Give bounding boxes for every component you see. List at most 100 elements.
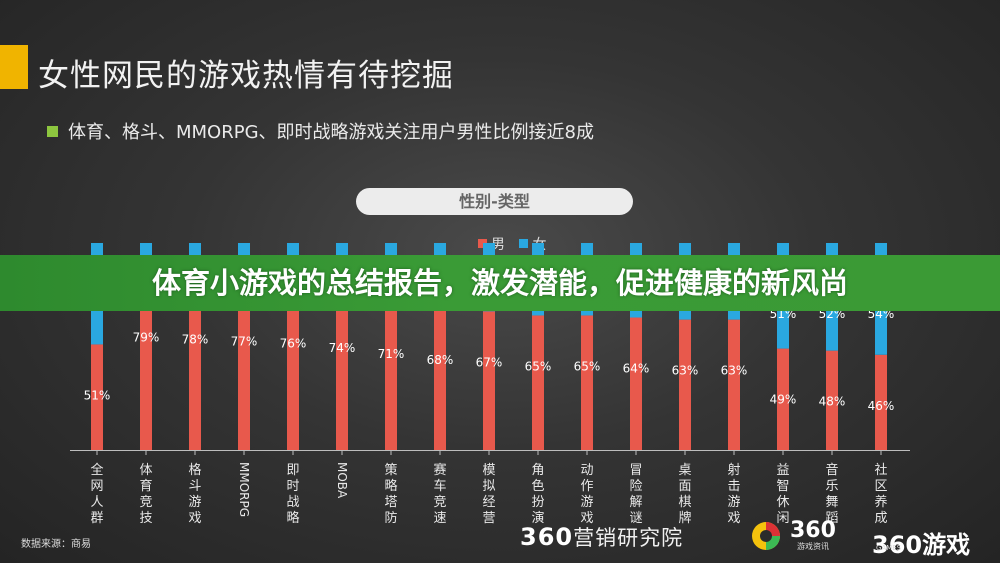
x-tick-label: 扮: [531, 495, 544, 510]
360-logo-icon: [752, 522, 780, 550]
x-tick-label: 蹈: [825, 511, 838, 526]
x-tick-label: 射: [727, 462, 740, 478]
x-tick-label: 闲: [776, 511, 789, 526]
legend-swatch-female: [519, 239, 529, 248]
x-tick-label: 戏: [727, 511, 740, 526]
x-tick-label: 速: [433, 511, 446, 526]
data-label-male: 71%: [378, 347, 405, 361]
bar-male: [679, 319, 691, 450]
legend-swatch-male: [478, 239, 487, 248]
bar-male: [532, 315, 544, 450]
data-label-male: 46%: [868, 399, 895, 413]
x-tick-label: 车: [433, 478, 446, 494]
bullet-square-icon: [47, 126, 58, 137]
bar-male: [826, 350, 838, 450]
slide-title: 女性网民的游戏热情有待挖掘: [38, 58, 454, 94]
watermark-360-research-sub: 营销研究院: [573, 526, 684, 550]
x-tick-label: 面: [678, 479, 691, 494]
data-label-male: 63%: [721, 364, 748, 378]
x-tick-label: 战: [286, 495, 299, 510]
data-label-male: 65%: [525, 359, 552, 373]
x-tick-label: 营: [482, 511, 495, 526]
watermark-360-games-sub: GAMES: [876, 544, 902, 552]
x-tick-label: 技: [139, 511, 152, 526]
x-tick-label: 色: [531, 478, 544, 494]
watermark-360-research-main: 360: [520, 523, 574, 551]
x-tick-label: 动: [580, 463, 593, 478]
bar-male: [777, 348, 789, 450]
data-label-male: 65%: [574, 359, 601, 373]
x-tick-label: 冒: [629, 463, 642, 478]
x-tick-label: 竞: [139, 494, 152, 510]
x-tick-label: 竞: [433, 494, 446, 510]
x-tick-label: 全: [90, 462, 103, 478]
bar-male: [483, 311, 495, 450]
x-tick-label: 赛: [433, 462, 446, 478]
x-tick-label: 乐: [825, 479, 838, 494]
data-label-male: 77%: [231, 335, 258, 349]
x-tick-label: 演: [531, 510, 544, 526]
subtitle-text: 体育、格斗、MMORPG、即时战略游戏关注用户男性比例接近8成: [68, 122, 594, 143]
x-tick-label: 角: [531, 463, 544, 478]
x-tick-label: 策: [384, 462, 397, 478]
x-tick-label: 游: [188, 495, 201, 510]
bar-male: [91, 344, 103, 450]
bar-male: [630, 317, 642, 450]
x-tick-label: 塔: [384, 495, 397, 510]
data-label-male: 74%: [329, 341, 356, 355]
x-tick-label: 模: [482, 463, 495, 478]
x-tick-label: 网: [90, 479, 103, 494]
x-tick-label: 险: [629, 479, 642, 494]
data-label-male: 51%: [84, 388, 111, 402]
bar-male: [287, 292, 299, 450]
overlay-banner: 体育小游戏的总结报告，激发潜能，促进健康的新风尚: [0, 255, 1000, 311]
x-tick-label: 成: [874, 511, 887, 526]
x-tick-label: 戏: [580, 511, 593, 526]
bar-male: [336, 296, 348, 450]
x-tick-label: 时: [286, 479, 299, 494]
title-accent-bar: [0, 45, 28, 89]
x-tick-label: 益: [776, 463, 789, 478]
x-tick-label: 棋: [678, 495, 691, 510]
bar-male: [434, 309, 446, 450]
watermark-360-games: 360游戏: [872, 531, 971, 559]
x-tick-label: 游: [580, 495, 593, 510]
x-tick-label: MOBA: [335, 462, 349, 499]
x-tick-label: 戏: [188, 511, 201, 526]
x-tick-label: MMORPG: [237, 462, 251, 517]
x-tick-label: 体: [139, 463, 152, 478]
x-tick-label: 舞: [825, 495, 838, 510]
x-tick-label: 区: [874, 479, 887, 494]
x-tick-label: 格: [188, 462, 201, 478]
x-tick-label: 击: [727, 479, 740, 494]
watermark-360-research: 360营销研究院: [520, 522, 683, 552]
slide-subtitle: 体育、格斗、MMORPG、即时战略游戏关注用户男性比例接近8成: [47, 118, 594, 144]
x-tick-label: 防: [384, 510, 397, 526]
bar-male: [140, 286, 152, 450]
bar-male: [238, 290, 250, 450]
x-tick-label: 育: [139, 478, 152, 494]
x-tick-label: 桌: [678, 463, 691, 478]
x-tick-label: 群: [90, 511, 103, 526]
data-label-male: 79%: [133, 330, 160, 344]
bar-male: [189, 288, 201, 450]
data-label-male: 64%: [623, 362, 650, 376]
bar-male: [728, 319, 740, 450]
data-label-male: 49%: [770, 393, 797, 407]
data-label-male: 78%: [182, 333, 209, 347]
bar-male: [581, 315, 593, 450]
x-tick-label: 养: [874, 494, 887, 510]
data-label-male: 76%: [280, 337, 307, 351]
x-tick-label: 略: [384, 478, 397, 494]
chart-title: 性别-类型: [356, 188, 633, 215]
data-label-male: 63%: [672, 364, 699, 378]
x-tick-label: 即: [286, 463, 299, 478]
x-tick-label: 经: [482, 495, 495, 510]
x-tick-label: 智: [776, 479, 789, 494]
bar-male: [875, 354, 887, 450]
watermark-360-news: 360: [790, 518, 836, 543]
x-tick-label: 社: [874, 462, 887, 478]
data-label-male: 68%: [427, 353, 454, 367]
x-tick-label: 牌: [678, 510, 691, 526]
x-tick-label: 拟: [482, 479, 495, 494]
